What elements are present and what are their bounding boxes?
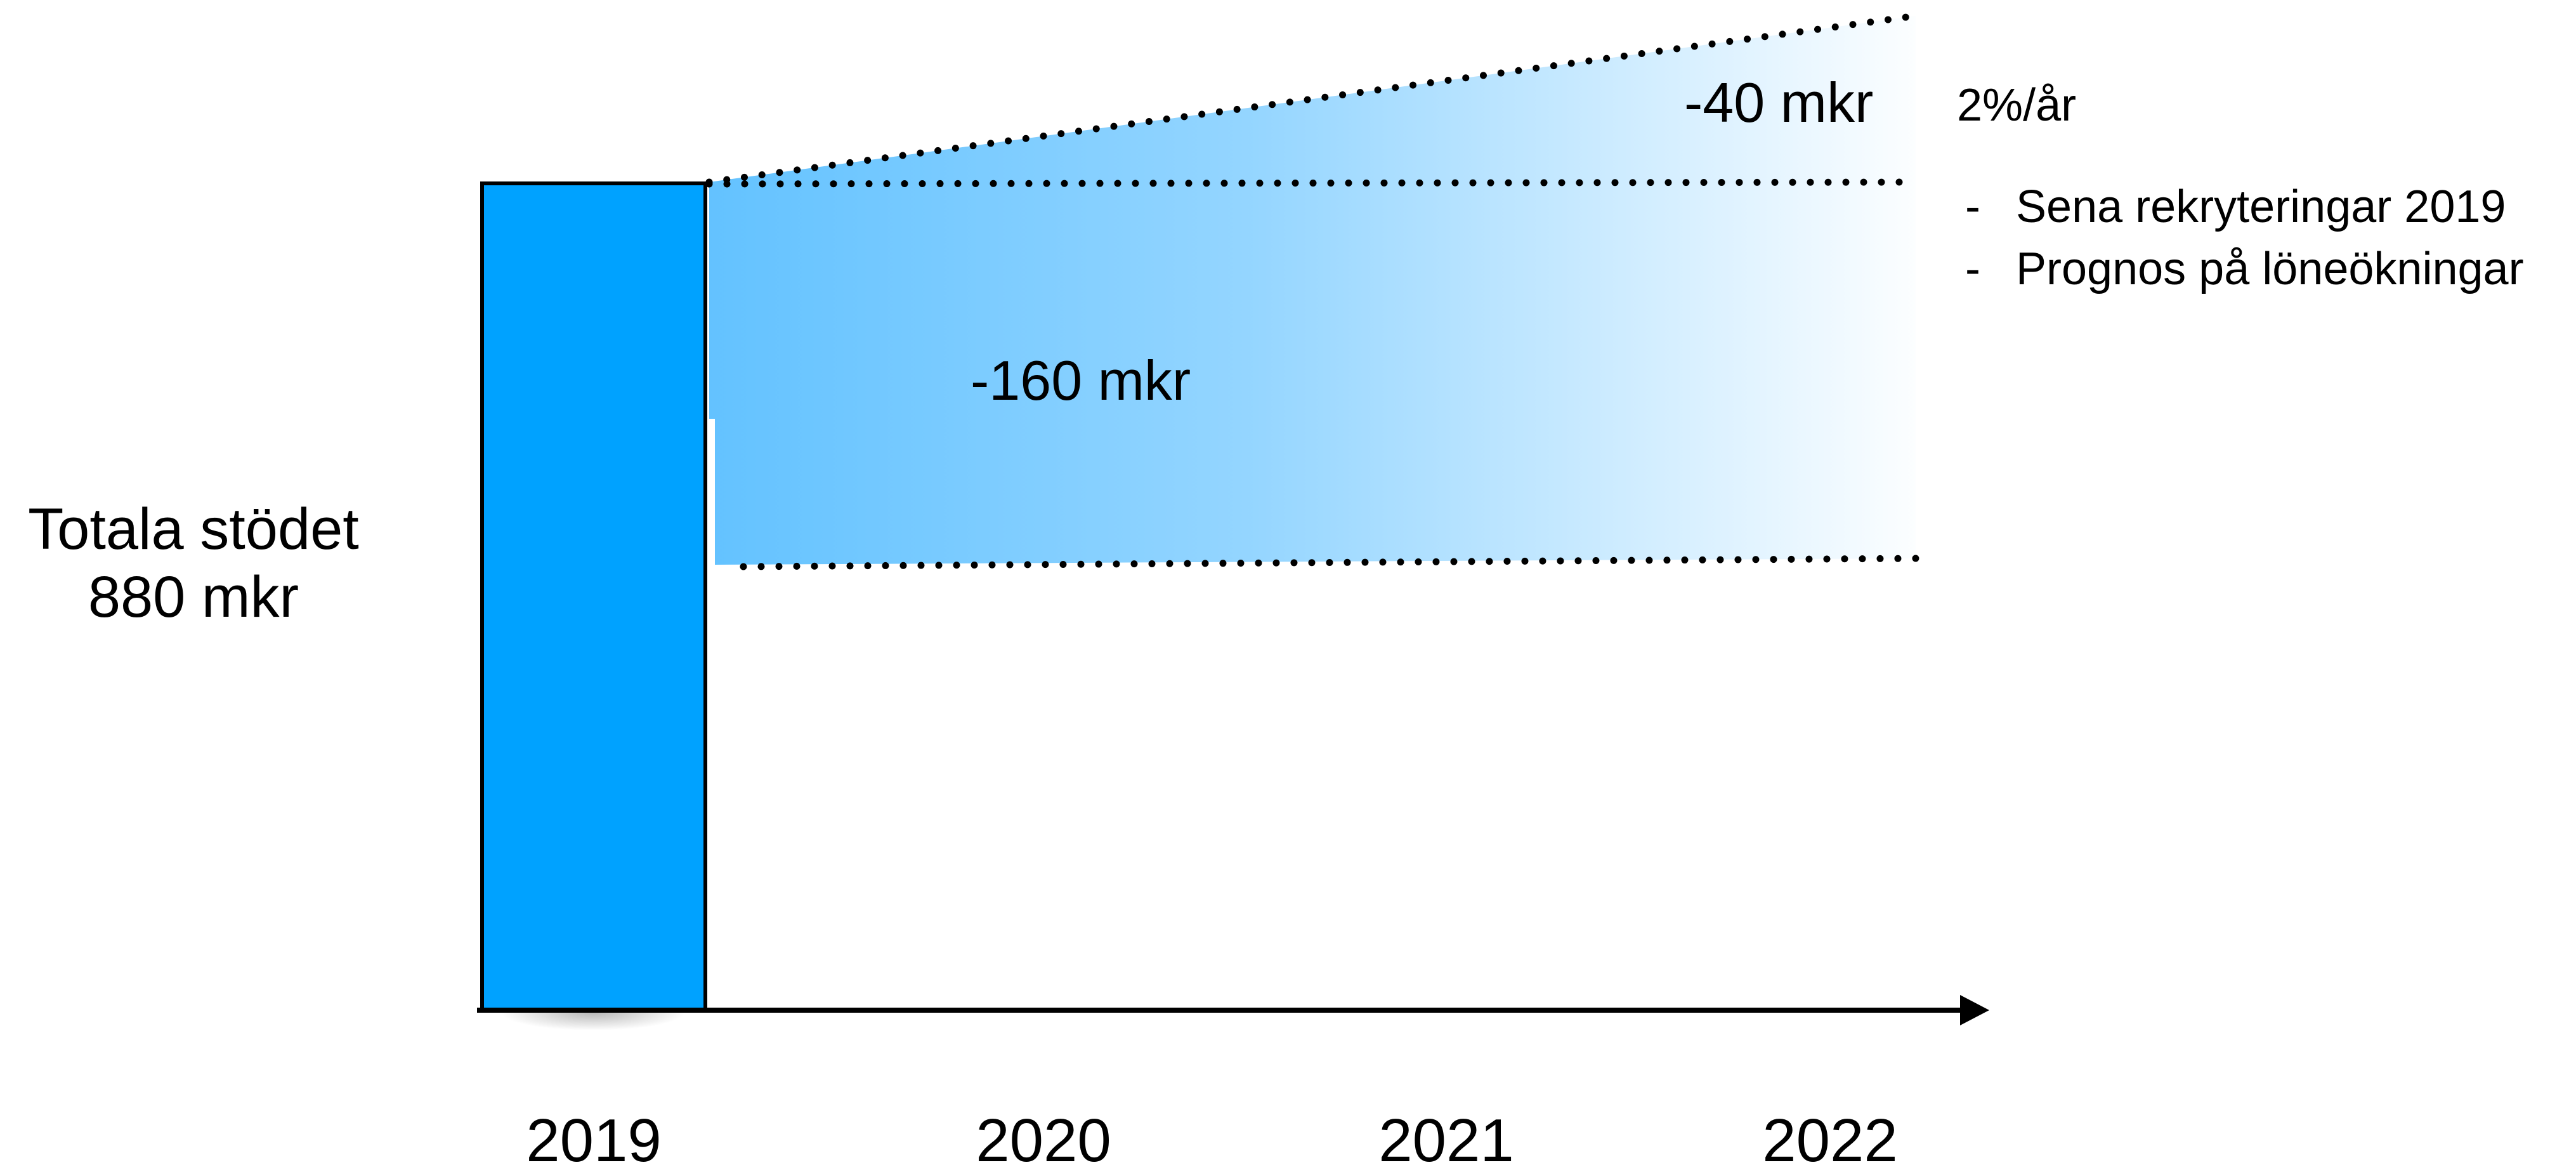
x-axis-arrowhead (1960, 995, 1989, 1025)
growth-rate-note: 2%/år (1957, 80, 2076, 131)
dotted-line-lower (740, 555, 1919, 570)
dotted-line-upper-sloped (705, 12, 1919, 186)
reason-item-1: Sena rekryteringar 2019 (2016, 181, 2506, 232)
gap-label-40: -40 mkr (1684, 71, 1873, 134)
reason-bullet-2: - (1965, 244, 1980, 294)
gap-label-160: -160 mkr (971, 349, 1191, 412)
gap-area-160 (709, 182, 1916, 565)
bar-2019 (480, 181, 707, 1011)
x-tick-label-2021: 2021 (1378, 1107, 1514, 1165)
reason-item-2: Prognos på löneökningar (2016, 244, 2524, 294)
total-support-label: Totala stödet (28, 497, 359, 562)
x-tick-label-2020: 2020 (976, 1107, 1111, 1165)
total-support-value: 880 mkr (88, 565, 299, 629)
x-tick-label-2019: 2019 (526, 1107, 662, 1165)
reason-bullet-1: - (1965, 181, 1980, 232)
dotted-line-baseline-2019 (705, 178, 1919, 188)
x-tick-label-2022: 2022 (1762, 1107, 1898, 1165)
